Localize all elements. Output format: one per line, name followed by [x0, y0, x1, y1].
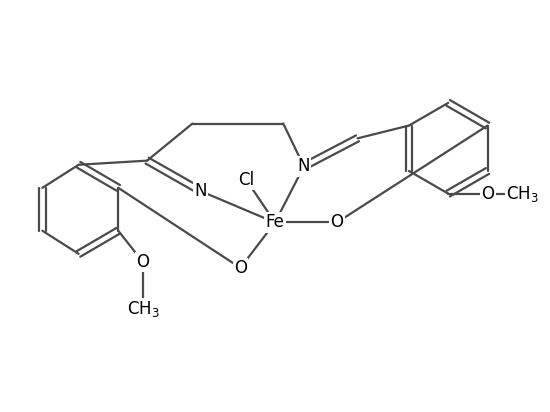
Text: O: O — [234, 259, 247, 277]
Text: O: O — [331, 213, 343, 232]
Text: Fe: Fe — [266, 213, 284, 232]
Text: CH$_3$: CH$_3$ — [506, 184, 539, 204]
Text: O: O — [481, 185, 494, 203]
Text: N: N — [195, 182, 207, 200]
Text: CH$_3$: CH$_3$ — [126, 299, 160, 319]
Text: N: N — [298, 157, 310, 176]
Text: O: O — [136, 253, 150, 271]
Text: Cl: Cl — [238, 171, 254, 189]
